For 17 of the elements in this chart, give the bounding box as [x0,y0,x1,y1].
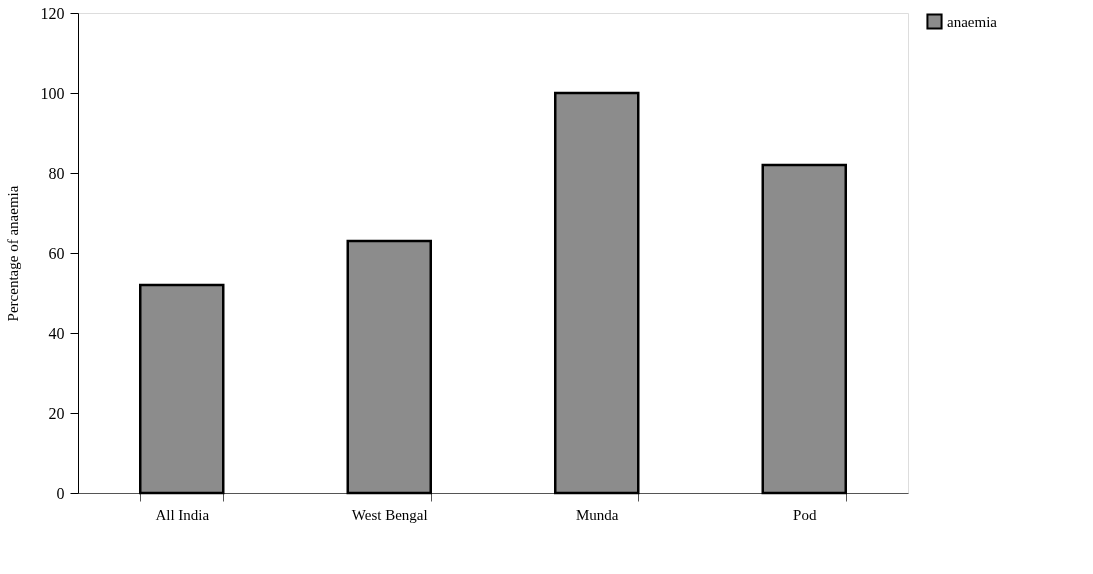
bar [761,163,847,495]
bar [139,283,225,495]
bar [554,91,640,495]
y-axis-title: Percentage of anaemia [4,185,21,322]
y-tick-label: 0 [56,484,65,502]
legend-label: anaemia [947,13,998,30]
x-tick-label: West Bengal [351,506,428,523]
y-tick-label: 80 [48,164,65,182]
y-tick-label: 100 [40,84,65,102]
x-tick-label: Munda [576,506,619,523]
y-tick-label: 60 [48,244,65,262]
y-tick-label: 20 [48,404,65,422]
x-tick-label: Pod [793,506,817,523]
bar [346,239,432,495]
y-tick-label: 120 [40,4,65,22]
y-tick-label: 40 [48,324,65,342]
x-tick-label: All India [155,506,210,523]
